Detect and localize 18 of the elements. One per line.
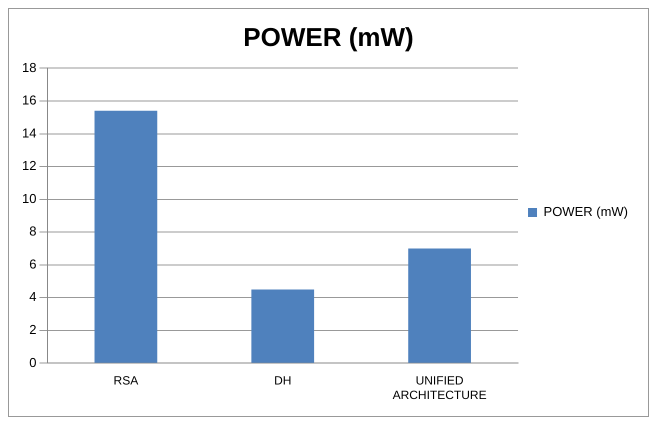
y-tick-label: 0 <box>29 354 36 370</box>
y-tick-label: 16 <box>22 92 36 108</box>
y-tick-label: 10 <box>22 190 36 206</box>
bar <box>251 289 314 363</box>
x-tick-label: RSA <box>114 374 138 388</box>
x-tick-label: UNIFIED ARCHITECTURE <box>392 374 487 402</box>
y-tick-label: 8 <box>29 224 36 239</box>
chart-title: POWER (mW) <box>243 22 414 52</box>
y-tick-label: 12 <box>22 158 36 174</box>
bar <box>94 110 158 363</box>
y-tick-label: 4 <box>29 289 36 304</box>
x-tick-label: DH <box>274 374 292 388</box>
y-tick-label: 2 <box>29 322 36 337</box>
legend-label: POWER (mW) <box>544 204 628 220</box>
bar <box>408 248 471 363</box>
y-tick-label: 14 <box>22 125 36 140</box>
y-tick-label: 18 <box>22 60 36 75</box>
y-tick-label: 6 <box>29 256 36 272</box>
